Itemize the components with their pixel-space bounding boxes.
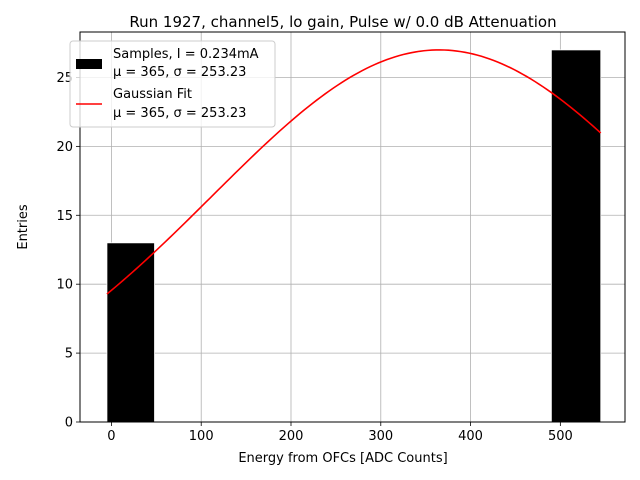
grid bbox=[80, 32, 625, 423]
legend-samples-label: Samples, I = 0.234mA bbox=[113, 47, 259, 62]
y-tick-label: 25 bbox=[56, 71, 73, 86]
histogram-bar bbox=[106, 242, 155, 423]
y-tick-label: 0 bbox=[65, 416, 73, 431]
x-tick-label: 500 bbox=[548, 429, 573, 444]
y-tick-label: 5 bbox=[65, 347, 73, 362]
legend-fit-stats: μ = 365, σ = 253.23 bbox=[113, 106, 246, 121]
x-tick-label: 300 bbox=[368, 429, 393, 444]
x-axis-label: Energy from OFCs [ADC Counts] bbox=[238, 451, 447, 466]
y-tick-label: 15 bbox=[56, 209, 73, 224]
legend-box bbox=[69, 40, 276, 128]
y-tick-label: 10 bbox=[56, 278, 73, 293]
gaussian-fit-line bbox=[106, 49, 602, 295]
x-tick-label: 200 bbox=[279, 429, 304, 444]
chart-title: Run 1927, channel5, lo gain, Pulse w/ 0.… bbox=[129, 13, 556, 31]
legend: Samples, I = 0.234mA μ = 365, σ = 253.23… bbox=[69, 40, 276, 128]
y-axis-label: Entries bbox=[16, 204, 31, 250]
legend-fit-label: Gaussian Fit bbox=[113, 87, 192, 102]
histogram-bar bbox=[550, 49, 602, 423]
x-axis-ticks: 0 100 200 300 400 500 bbox=[107, 422, 573, 444]
x-tick-label: 0 bbox=[107, 429, 115, 444]
x-tick-label: 400 bbox=[458, 429, 483, 444]
y-tick-label: 20 bbox=[56, 140, 73, 155]
legend-samples-stats: μ = 365, σ = 253.23 bbox=[113, 65, 246, 80]
plot-frame bbox=[79, 31, 626, 423]
x-tick-label: 100 bbox=[189, 429, 214, 444]
fit-curve-group bbox=[106, 49, 602, 295]
legend-bar-swatch bbox=[76, 59, 102, 69]
y-axis-ticks: 0 5 10 15 20 25 bbox=[56, 71, 80, 431]
